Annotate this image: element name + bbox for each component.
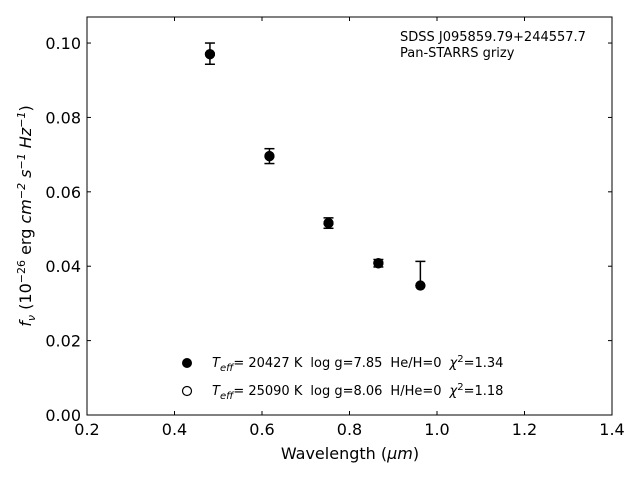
y-tick-label: 0.08 <box>45 108 81 127</box>
model-2-point <box>264 151 275 162</box>
y-tick-label: 0.04 <box>45 257 81 276</box>
x-axis-label-close: ) <box>413 444 419 463</box>
x-tick-label: 0.2 <box>74 420 99 439</box>
x-axis-label: Wavelength (μm) <box>281 444 419 463</box>
x-tick-label: 0.4 <box>162 420 187 439</box>
y-tick-label: 0.02 <box>45 332 81 351</box>
x-tick-label: 1.4 <box>599 420 624 439</box>
y-axis-label: fν (10−26 erg cm−2 s−1 Hz−1) <box>15 105 38 326</box>
model-2-point <box>323 217 334 229</box>
x-tick-label: 0.6 <box>249 420 274 439</box>
x-axis-label-text: Wavelength ( <box>281 444 387 463</box>
axis-ticks: 0.2 0.4 0.6 0.8 1.0 1.2 1.4 0.00 0.02 0.04 0.06 0.0… <box>45 17 625 439</box>
x-tick-label: 1.0 <box>424 420 449 439</box>
model-2-point <box>415 280 426 291</box>
x-axis-label-unit: μm <box>386 444 413 463</box>
x-tick-label: 1.2 <box>512 420 537 439</box>
annotation-survey: Pan-STARRS grizy <box>400 46 515 61</box>
model-2-point <box>373 258 384 269</box>
x-tick-label: 0.8 <box>337 420 362 439</box>
legend-marker-filled <box>182 358 192 368</box>
y-tick-label: 0.00 <box>45 406 81 425</box>
annotation-object-name: SDSS J095859.79+244557.7 <box>400 30 586 45</box>
plot-marks <box>204 42 426 291</box>
model-2-point <box>204 49 216 60</box>
y-tick-label: 0.06 <box>45 183 81 202</box>
y-tick-label: 0.10 <box>45 34 81 53</box>
legend-marker-open <box>181 385 193 397</box>
